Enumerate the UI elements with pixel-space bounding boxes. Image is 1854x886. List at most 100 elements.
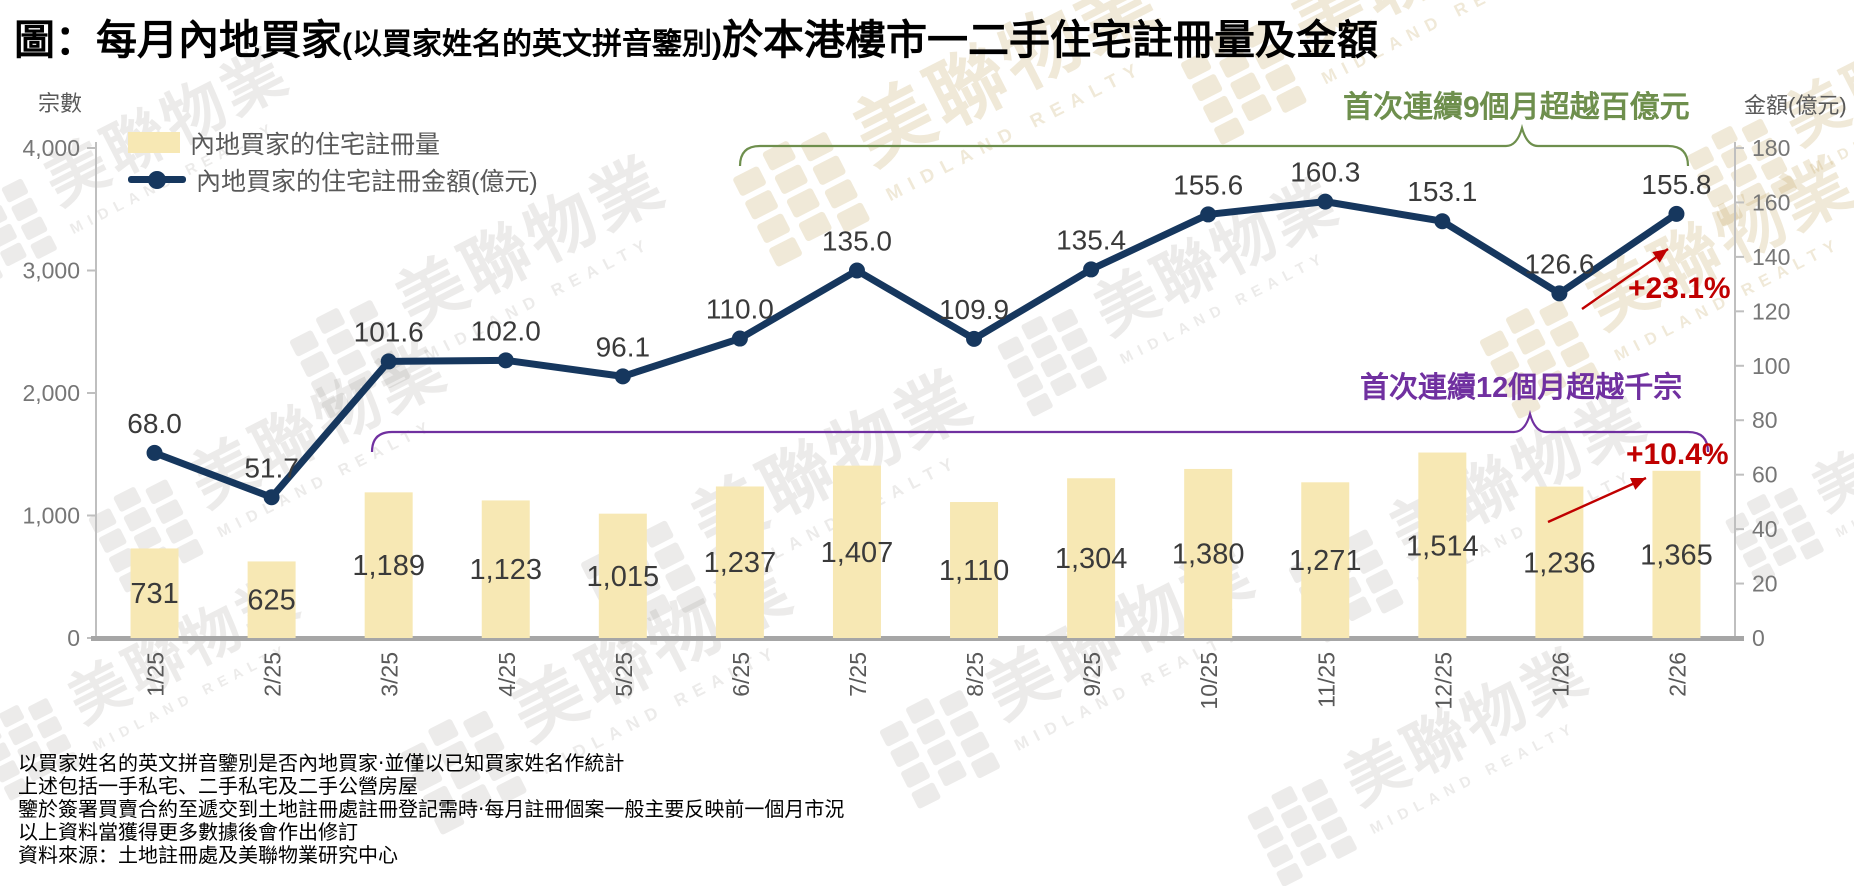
- line-value-label: 109.9: [939, 294, 1009, 325]
- right-axis-tick-label: 160: [1752, 189, 1790, 215]
- x-axis-category-label: 10/25: [1196, 652, 1222, 710]
- left-axis-tick-label: 3,000: [22, 258, 80, 284]
- legend-label-line: 內地買家的住宅註冊金額(億元): [196, 167, 538, 196]
- line-point: [146, 444, 163, 461]
- right-axis-tick-label: 180: [1752, 135, 1790, 161]
- right-axis-title: 金額(億元): [1744, 93, 1847, 118]
- bar-value-label: 1,237: [704, 547, 777, 579]
- line-value-label: 153.1: [1407, 176, 1477, 207]
- trend-arrow: [1547, 476, 1647, 524]
- x-axis-category-label: 3/25: [377, 652, 403, 697]
- bar: [832, 465, 881, 638]
- bar: [1184, 468, 1233, 638]
- x-axis-category-label: 1/25: [143, 652, 169, 697]
- right-axis-tick-label: 60: [1752, 462, 1778, 488]
- page-title: 圖：每月內地買家(以買家姓名的英文拼音鑒別)於本港樓市一二手住宅註冊量及金額: [14, 6, 1378, 66]
- footnotes: 以買家姓名的英文拼音鑒別是否內地買家‧並僅以已知買家姓名作統計 上述包括一手私宅…: [18, 753, 844, 868]
- title-main-2: 於本港樓市一二手住宅註冊量及金額: [721, 17, 1378, 63]
- bar-value-label: 1,365: [1640, 539, 1713, 571]
- bar-value-label: 1,271: [1289, 545, 1362, 577]
- line-swatch-icon: [128, 170, 186, 189]
- bar: [130, 548, 179, 638]
- bar-value-label: 1,123: [469, 554, 542, 586]
- line-point: [380, 353, 397, 370]
- right-axis-tick-label: 120: [1752, 298, 1790, 324]
- bar: [1535, 486, 1584, 638]
- line-point: [966, 330, 983, 347]
- green-bracket: [738, 123, 1690, 167]
- bar-value-label: 1,110: [939, 555, 1009, 587]
- line-point: [848, 262, 865, 279]
- bar: [1652, 470, 1701, 638]
- line-value-label: 135.4: [1056, 224, 1126, 255]
- right-axis-tick-label: 80: [1752, 407, 1778, 433]
- left-axis-tick-label: 4,000: [22, 135, 80, 161]
- line-value-label: 102.0: [471, 315, 541, 346]
- right-axis-tick-label: 20: [1752, 571, 1778, 597]
- bar: [1418, 452, 1467, 638]
- annotation-green-streak: 首次連續9個月超越百億元: [1343, 91, 1690, 124]
- bar-value-label: 1,514: [1406, 530, 1479, 562]
- bar-value-label: 1,380: [1172, 538, 1245, 570]
- bar: [1067, 478, 1116, 638]
- bar-value-label: 731: [130, 578, 178, 610]
- trend-arrow: [1581, 248, 1669, 310]
- x-axis-category-label: 2/26: [1664, 652, 1690, 697]
- right-axis-tick-label: 140: [1752, 244, 1790, 270]
- legend: 內地買家的住宅註冊量 內地買家的住宅註冊金額(億元): [128, 124, 538, 198]
- x-axis-category-label: 9/25: [1079, 652, 1105, 697]
- bar-value-label: 1,407: [821, 537, 894, 569]
- footnote-line: 上述包括一手私宅、二手私宅及二手公營房屋: [18, 776, 418, 798]
- bar-value-label: 1,189: [352, 550, 425, 582]
- line-point: [1200, 206, 1217, 223]
- bar: [598, 513, 647, 638]
- x-axis-category-label: 7/25: [845, 652, 871, 697]
- line-value-label: 68.0: [127, 408, 182, 439]
- x-axis-baseline: [91, 636, 1744, 641]
- annotation-purple-streak: 首次連續12個月超越千宗: [1360, 372, 1683, 404]
- line-point: [1434, 213, 1451, 230]
- x-axis-category-label: 6/25: [728, 652, 754, 697]
- x-axis-category-label: 11/25: [1313, 652, 1339, 708]
- x-axis-category-label: 1/26: [1547, 652, 1573, 697]
- line-point: [1083, 261, 1100, 278]
- line-point: [1668, 205, 1685, 222]
- footnote-line: 以上資料當獲得更多數據後會作出修訂: [18, 822, 358, 844]
- bar-value-label: 1,236: [1523, 547, 1596, 579]
- legend-item-line: 內地買家的住宅註冊金額(億元): [128, 161, 538, 198]
- footnote-line: 以買家姓名的英文拼音鑒別是否內地買家‧並僅以已知買家姓名作統計: [18, 753, 625, 775]
- trend-arrowhead-icon: [1652, 249, 1668, 263]
- line-value-label: 126.6: [1524, 248, 1594, 279]
- x-axis-category-label: 2/25: [260, 652, 286, 697]
- bar: [1301, 482, 1350, 638]
- bar: [481, 500, 530, 638]
- line-point: [497, 352, 514, 369]
- trend-arrowhead-icon: [1630, 478, 1646, 490]
- annotation-line-change-pct: +23.1%: [1628, 272, 1731, 305]
- bar-value-label: 625: [247, 585, 295, 617]
- title-main: 圖：每月內地買家: [14, 17, 342, 63]
- line-point: [263, 489, 280, 506]
- x-axis-category-label: 8/25: [962, 652, 988, 697]
- bar: [950, 502, 999, 638]
- line-value-label: 135.0: [822, 226, 892, 257]
- bar-value-label: 1,304: [1055, 543, 1128, 575]
- left-axis-tick-label: 0: [67, 625, 80, 651]
- legend-item-bar: 內地買家的住宅註冊量: [128, 124, 538, 161]
- line-series: [151, 198, 1680, 501]
- line-value-label: 155.8: [1641, 169, 1711, 200]
- right-axis-tick-label: 100: [1752, 353, 1790, 379]
- left-axis-tick-label: 1,000: [22, 503, 80, 529]
- footnote-line: 資料來源：土地註冊處及美聯物業研究中心: [18, 845, 398, 867]
- line-value-label: 51.7: [244, 452, 299, 483]
- right-axis-tick-label: 40: [1752, 516, 1778, 542]
- line-value-label: 96.1: [596, 331, 651, 362]
- bar: [364, 492, 413, 638]
- line-value-label: 101.6: [354, 316, 424, 347]
- right-axis-tick-label: 0: [1752, 625, 1765, 651]
- x-axis-category-label: 12/25: [1430, 652, 1456, 710]
- line-value-label: 110.0: [706, 294, 774, 325]
- line-value-label: 155.6: [1173, 169, 1243, 200]
- bar: [247, 561, 296, 638]
